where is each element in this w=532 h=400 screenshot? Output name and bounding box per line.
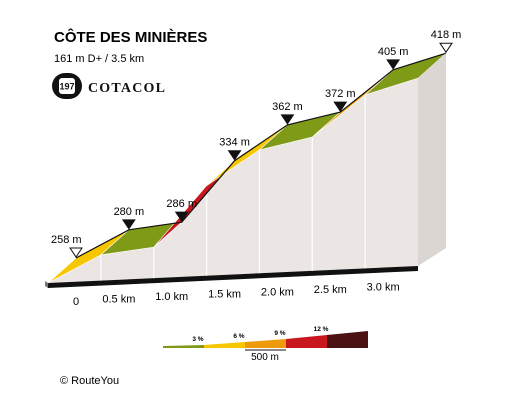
- distance-tick-label: 1.0 km: [155, 291, 188, 303]
- profile-back-edge: [75, 52, 447, 259]
- elevation-marker-icon: [333, 101, 348, 112]
- legend-swatch: [204, 342, 245, 348]
- legend-grade-label: 6 %: [233, 333, 244, 340]
- elevation-label: 334 m: [219, 137, 250, 149]
- profile-front-face: [48, 78, 418, 283]
- elevation-label: 418 m: [431, 29, 462, 41]
- distance-tick-label: 2.0 km: [261, 286, 294, 298]
- elevation-label: 258 m: [51, 234, 82, 246]
- elevation-marker-icon: [386, 59, 401, 70]
- elevation-marker-icon: [121, 219, 136, 230]
- distance-tick-label: 2.5 km: [314, 284, 347, 296]
- distance-tick-label: 0.5 km: [102, 294, 135, 306]
- distance-tick-label: 0: [73, 296, 79, 308]
- climb-stats: 161 m D+ / 3.5 km: [54, 53, 144, 65]
- distance-tick-label: 3.0 km: [367, 281, 400, 293]
- legend-swatch: [327, 331, 368, 348]
- elevation-label: 280 m: [114, 206, 145, 218]
- legend-swatch: [245, 339, 286, 348]
- elevation-marker-open-icon: [69, 247, 83, 258]
- profile-end-cap: [45, 281, 48, 288]
- routeyou-credit: © RouteYou: [60, 375, 119, 387]
- elevation-marker-open-icon: [439, 42, 453, 54]
- legend-grade-label: 12 %: [314, 326, 329, 333]
- elevation-label: 405 m: [378, 46, 409, 58]
- profile-labels: 258 m 280 m 286 m 334 m 362 m 372 m 405 m 418 m…: [51, 29, 461, 308]
- elevation-label: 286 m: [166, 198, 197, 210]
- legend-swatch: [286, 335, 327, 348]
- scale-label: 500 m: [251, 352, 279, 363]
- profile-base: [48, 265, 418, 288]
- elevation-marker-icon: [174, 211, 189, 223]
- elevation-marker-icon: [227, 150, 242, 161]
- elevation-marker-icon: [280, 114, 295, 125]
- distance-tick-label: 1.5 km: [208, 289, 241, 301]
- legend-grade-label: 3 %: [192, 336, 203, 343]
- profile-end-face: [418, 53, 446, 266]
- cotacol-number: 197: [59, 82, 74, 92]
- gradient-legend: 3 % 6 % 9 % 12 %: [163, 326, 368, 351]
- profile-body: [45, 52, 447, 288]
- legend-swatch: [163, 345, 204, 348]
- legend-grade-label: 9 %: [274, 330, 285, 337]
- cotacol-brand: COTACOL: [88, 81, 166, 96]
- climb-title: CÔTE DES MINIÈRES: [54, 28, 207, 46]
- elevation-label: 362 m: [272, 101, 303, 113]
- cotacol-logo: 197 COTACOL: [52, 73, 166, 99]
- elevation-label: 372 m: [325, 88, 356, 100]
